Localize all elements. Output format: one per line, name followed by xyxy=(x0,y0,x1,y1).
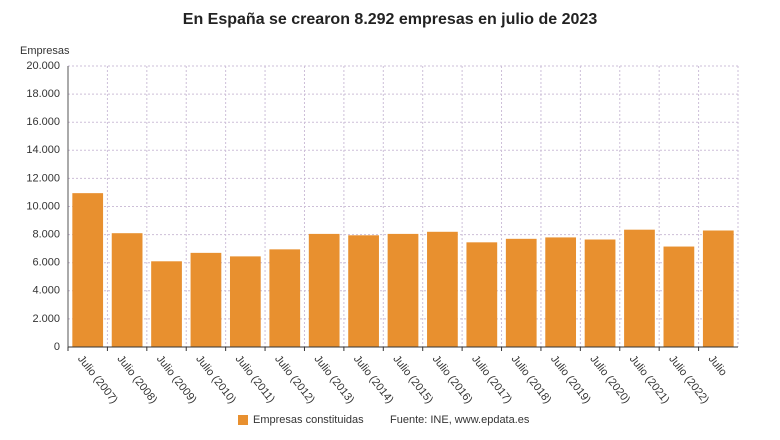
bar xyxy=(387,233,419,347)
source: Fuente: INE, www.epdata.es xyxy=(390,414,530,426)
x-tick-label: Julio (2007) xyxy=(75,353,120,406)
legend-label: Empresas constituidas xyxy=(253,414,364,426)
y-tick-label: 14.000 xyxy=(26,144,60,156)
bar xyxy=(624,229,655,347)
x-tick-label: Julio (2022) xyxy=(666,353,711,406)
bar xyxy=(72,193,104,347)
x-tick-label: Julio (2020) xyxy=(587,353,632,406)
y-axis-label: Empresas xyxy=(20,45,70,57)
x-tick-label: Julio (2018) xyxy=(509,353,554,406)
y-tick-label: 2.000 xyxy=(32,313,60,325)
x-tick-label: Julio (2015) xyxy=(390,353,435,406)
x-tick-label: Julio (2016) xyxy=(430,353,475,406)
bar xyxy=(348,235,379,347)
legend-swatch xyxy=(238,415,248,425)
bar xyxy=(505,238,537,347)
bar xyxy=(545,237,577,347)
x-tick-label: Julio (2021) xyxy=(627,353,672,406)
x-tick-label: Julio xyxy=(706,353,729,378)
bar xyxy=(663,246,695,347)
bar xyxy=(466,242,498,347)
x-tick-label: Julio (2011) xyxy=(233,353,277,405)
bar xyxy=(190,252,222,347)
bar xyxy=(111,233,143,347)
x-tick-label: Julio (2014) xyxy=(351,353,396,406)
bar xyxy=(427,231,458,347)
x-tick-label: Julio (2008) xyxy=(114,353,159,406)
y-tick-label: 8.000 xyxy=(32,229,60,241)
x-tick-label: Julio (2017) xyxy=(469,353,514,406)
y-tick-label: 6.000 xyxy=(32,257,60,269)
x-tick-label: Julio (2010) xyxy=(193,353,238,406)
y-tick-label: 20.000 xyxy=(26,60,60,72)
chart-title: En España se crearon 8.292 empresas en j… xyxy=(183,11,598,28)
bar xyxy=(229,256,261,347)
x-tick-label: Julio (2009) xyxy=(154,353,199,406)
bar xyxy=(702,230,734,347)
bar xyxy=(584,239,616,347)
y-tick-label: 4.000 xyxy=(32,285,60,297)
bar xyxy=(308,233,340,347)
y-tick-label: 16.000 xyxy=(26,116,60,128)
y-tick-label: 18.000 xyxy=(26,88,60,100)
bar xyxy=(269,249,301,347)
y-tick-label: 10.000 xyxy=(26,200,60,212)
x-tick-label: Julio (2013) xyxy=(312,353,357,406)
x-tick-label: Julio (2012) xyxy=(272,353,317,406)
x-tick-label: Julio (2019) xyxy=(548,353,593,406)
y-tick-label: 12.000 xyxy=(26,172,60,184)
y-tick-label: 0 xyxy=(54,341,60,353)
bar xyxy=(151,261,182,347)
